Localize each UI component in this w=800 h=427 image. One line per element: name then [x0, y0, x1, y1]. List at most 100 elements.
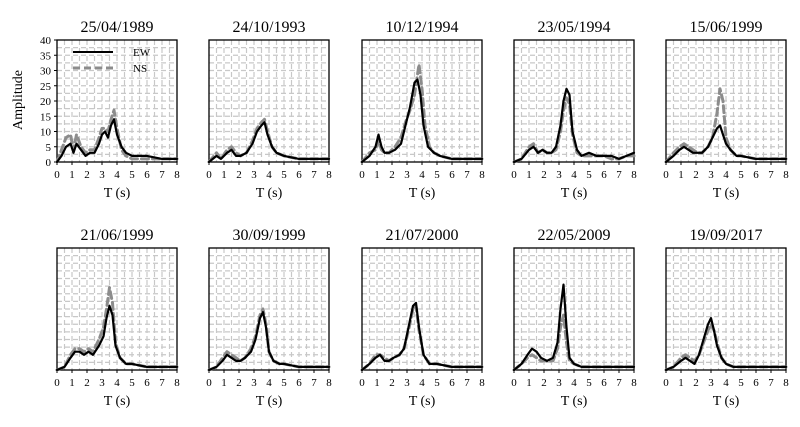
- x-axis-label: T (s): [256, 394, 283, 409]
- x-axis-label: T (s): [561, 394, 588, 409]
- x-tick-label: 2: [541, 169, 547, 181]
- x-tick-label: 7: [616, 377, 622, 389]
- chart-panel-3: 10/12/1994 0 1 2 3 4 5 6 7 8 T (s): [359, 19, 485, 201]
- chart-panel-2: 24/10/1993 0 1 2 3 4 5 6 7 8 T (s): [206, 19, 332, 201]
- y-axis-label: Amplitude: [11, 70, 26, 130]
- x-tick-label: 2: [84, 169, 90, 181]
- x-axis-label: T (s): [409, 394, 436, 409]
- x-tick-label: 8: [326, 377, 332, 389]
- series-ew-line: [664, 317, 788, 372]
- chart-title: 19/09/2017: [690, 227, 763, 244]
- series-ew-line: [207, 121, 331, 164]
- x-axis-label: T (s): [561, 186, 588, 201]
- x-axis-label: T (s): [104, 186, 131, 201]
- x-tick-label: 0: [54, 377, 60, 389]
- x-tick-label: 1: [221, 377, 227, 389]
- grid: [57, 40, 177, 162]
- chart-panel-6: 21/06/1999 0 1 2 3 4 5 6 7 8 T (s): [54, 227, 180, 409]
- x-tick-label: 5: [586, 169, 592, 181]
- x-tick-label: 3: [404, 169, 410, 181]
- x-tick-label: 5: [586, 377, 592, 389]
- series-ew-line: [55, 118, 179, 164]
- x-tick-label: 8: [631, 169, 637, 181]
- x-tick-label: 0: [359, 377, 365, 389]
- y-tick-label: 40: [40, 35, 52, 47]
- series-ew-line: [360, 301, 484, 372]
- x-tick-label: 4: [114, 169, 120, 181]
- chart-panel-5: 15/06/1999 0 1 2 3 4 5 6 7 8 T (s): [663, 19, 789, 201]
- x-tick-label: 7: [464, 169, 470, 181]
- x-tick-label: 0: [359, 169, 365, 181]
- x-tick-label: 7: [311, 377, 317, 389]
- x-tick-label: 3: [404, 377, 410, 389]
- x-tick-label: 5: [434, 377, 440, 389]
- y-tick-label: 0: [46, 157, 52, 169]
- x-tick-label: 6: [144, 169, 150, 181]
- legend-ew-label: EW: [133, 47, 151, 59]
- x-tick-label: 4: [723, 377, 729, 389]
- x-tick-label: 0: [511, 377, 517, 389]
- chart-title: 21/07/2000: [386, 227, 459, 244]
- x-tick-label: 4: [266, 169, 272, 181]
- x-tick-label: 1: [221, 169, 227, 181]
- x-tick-label: 4: [419, 377, 425, 389]
- grid: [514, 248, 634, 370]
- x-tick-label: 0: [206, 377, 212, 389]
- x-tick-label: 3: [99, 377, 105, 389]
- x-tick-label: 5: [434, 169, 440, 181]
- x-tick-label: 0: [54, 169, 60, 181]
- x-axis-label: T (s): [256, 186, 283, 201]
- x-tick-label: 7: [159, 169, 165, 181]
- chart-title: 24/10/1993: [233, 19, 306, 36]
- x-axis-label: T (s): [713, 186, 740, 201]
- x-tick-label: 4: [419, 169, 425, 181]
- x-tick-label: 5: [281, 169, 287, 181]
- grid: [362, 248, 482, 370]
- x-tick-label: 0: [206, 169, 212, 181]
- x-tick-label: 6: [144, 377, 150, 389]
- x-tick-label: 8: [783, 169, 789, 181]
- legend-ns-label: NS: [133, 63, 147, 75]
- x-tick-label: 4: [571, 169, 577, 181]
- x-tick-label: 7: [311, 169, 317, 181]
- x-tick-label: 0: [511, 169, 517, 181]
- x-tick-label: 7: [159, 377, 165, 389]
- chart-panel-9: 22/05/2009 0 1 2 3 4 5 6 7 8 T (s): [511, 227, 637, 409]
- series-ew-line: [207, 311, 331, 372]
- grid: [666, 248, 786, 370]
- x-tick-label: 6: [296, 377, 302, 389]
- chart-title: 21/06/1999: [81, 227, 154, 244]
- x-tick-label: 4: [723, 169, 729, 181]
- x-tick-label: 3: [556, 169, 562, 181]
- x-tick-label: 2: [84, 377, 90, 389]
- x-tick-label: 3: [708, 169, 714, 181]
- chart-title: 10/12/1994: [386, 19, 459, 36]
- x-tick-label: 6: [753, 169, 759, 181]
- x-tick-label: 2: [389, 169, 395, 181]
- x-tick-label: 4: [571, 377, 577, 389]
- x-tick-label: 3: [708, 377, 714, 389]
- chart-title: 22/05/2009: [538, 227, 611, 244]
- x-tick-label: 2: [541, 377, 547, 389]
- x-tick-label: 6: [296, 169, 302, 181]
- y-tick-label: 35: [40, 50, 52, 62]
- y-tick-label: 15: [40, 111, 52, 123]
- x-tick-label: 1: [678, 377, 684, 389]
- x-tick-label: 8: [326, 169, 332, 181]
- y-tick-label: 25: [40, 81, 52, 93]
- chart-panel-10: 19/09/2017 0 1 2 3 4 5 6 7 8 T (s): [663, 227, 789, 409]
- x-tick-label: 6: [601, 169, 607, 181]
- x-tick-label: 1: [374, 377, 380, 389]
- x-tick-label: 8: [631, 377, 637, 389]
- y-tick-label: 20: [40, 96, 52, 108]
- x-tick-label: 7: [768, 169, 774, 181]
- x-tick-label: 2: [236, 169, 242, 181]
- y-tick-label: 30: [40, 66, 52, 78]
- x-tick-label: 1: [526, 169, 532, 181]
- x-tick-label: 6: [449, 169, 455, 181]
- x-tick-label: 6: [449, 377, 455, 389]
- x-tick-label: 8: [479, 169, 485, 181]
- x-tick-label: 5: [129, 377, 135, 389]
- x-tick-label: 8: [174, 377, 180, 389]
